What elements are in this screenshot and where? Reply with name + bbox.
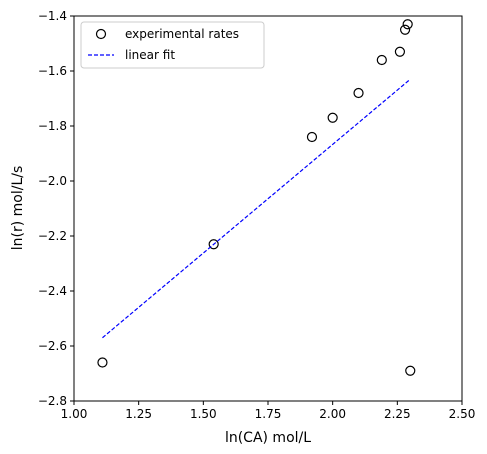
x-tick-label: 2.25 [384,407,411,421]
y-axis-title: ln(r) mol/L/s [10,166,26,251]
x-axis-title: ln(CA) mol/L [225,430,311,446]
legend-label-linear-fit: linear fit [125,48,175,62]
x-tick-label: 1.75 [255,407,282,421]
y-tick-label: −2.8 [38,394,67,408]
axes: 1.00 1.25 1.50 1.75 2.00 2.25 2.50 −2.8 −2.6 −2.4… [38,9,476,421]
plot-area [97,19,416,376]
legend: experimental rates linear fit [80,21,265,69]
data-point [394,46,406,57]
data-point [399,24,411,35]
y-tick-label: −2.2 [38,229,67,243]
data-point [327,112,338,123]
y-tick-label: −2.4 [38,284,67,298]
x-tick-label: 2.50 [449,407,476,421]
legend-marker-experimental-rates [95,28,107,40]
y-tick-label: −2.6 [38,339,67,353]
y-tick-label: −1.6 [38,64,67,78]
data-point [405,365,416,376]
x-tick-label: 1.00 [61,407,88,421]
data-point [97,357,108,368]
y-tick-label: −1.8 [38,119,67,133]
y-tick-label: −1.4 [38,9,67,23]
data-point [208,239,219,250]
data-point [353,87,364,99]
x-tick-label: 1.25 [125,407,152,421]
data-point [402,19,413,30]
fit-line [102,78,411,339]
data-point [376,54,387,66]
legend-frame [80,21,265,69]
y-tick-label: −2.0 [38,174,67,188]
x-tick-label: 2.00 [319,407,346,421]
x-tick-label: 1.50 [190,407,217,421]
data-point [306,131,318,143]
legend-label-experimental-rates: experimental rates [125,27,239,41]
